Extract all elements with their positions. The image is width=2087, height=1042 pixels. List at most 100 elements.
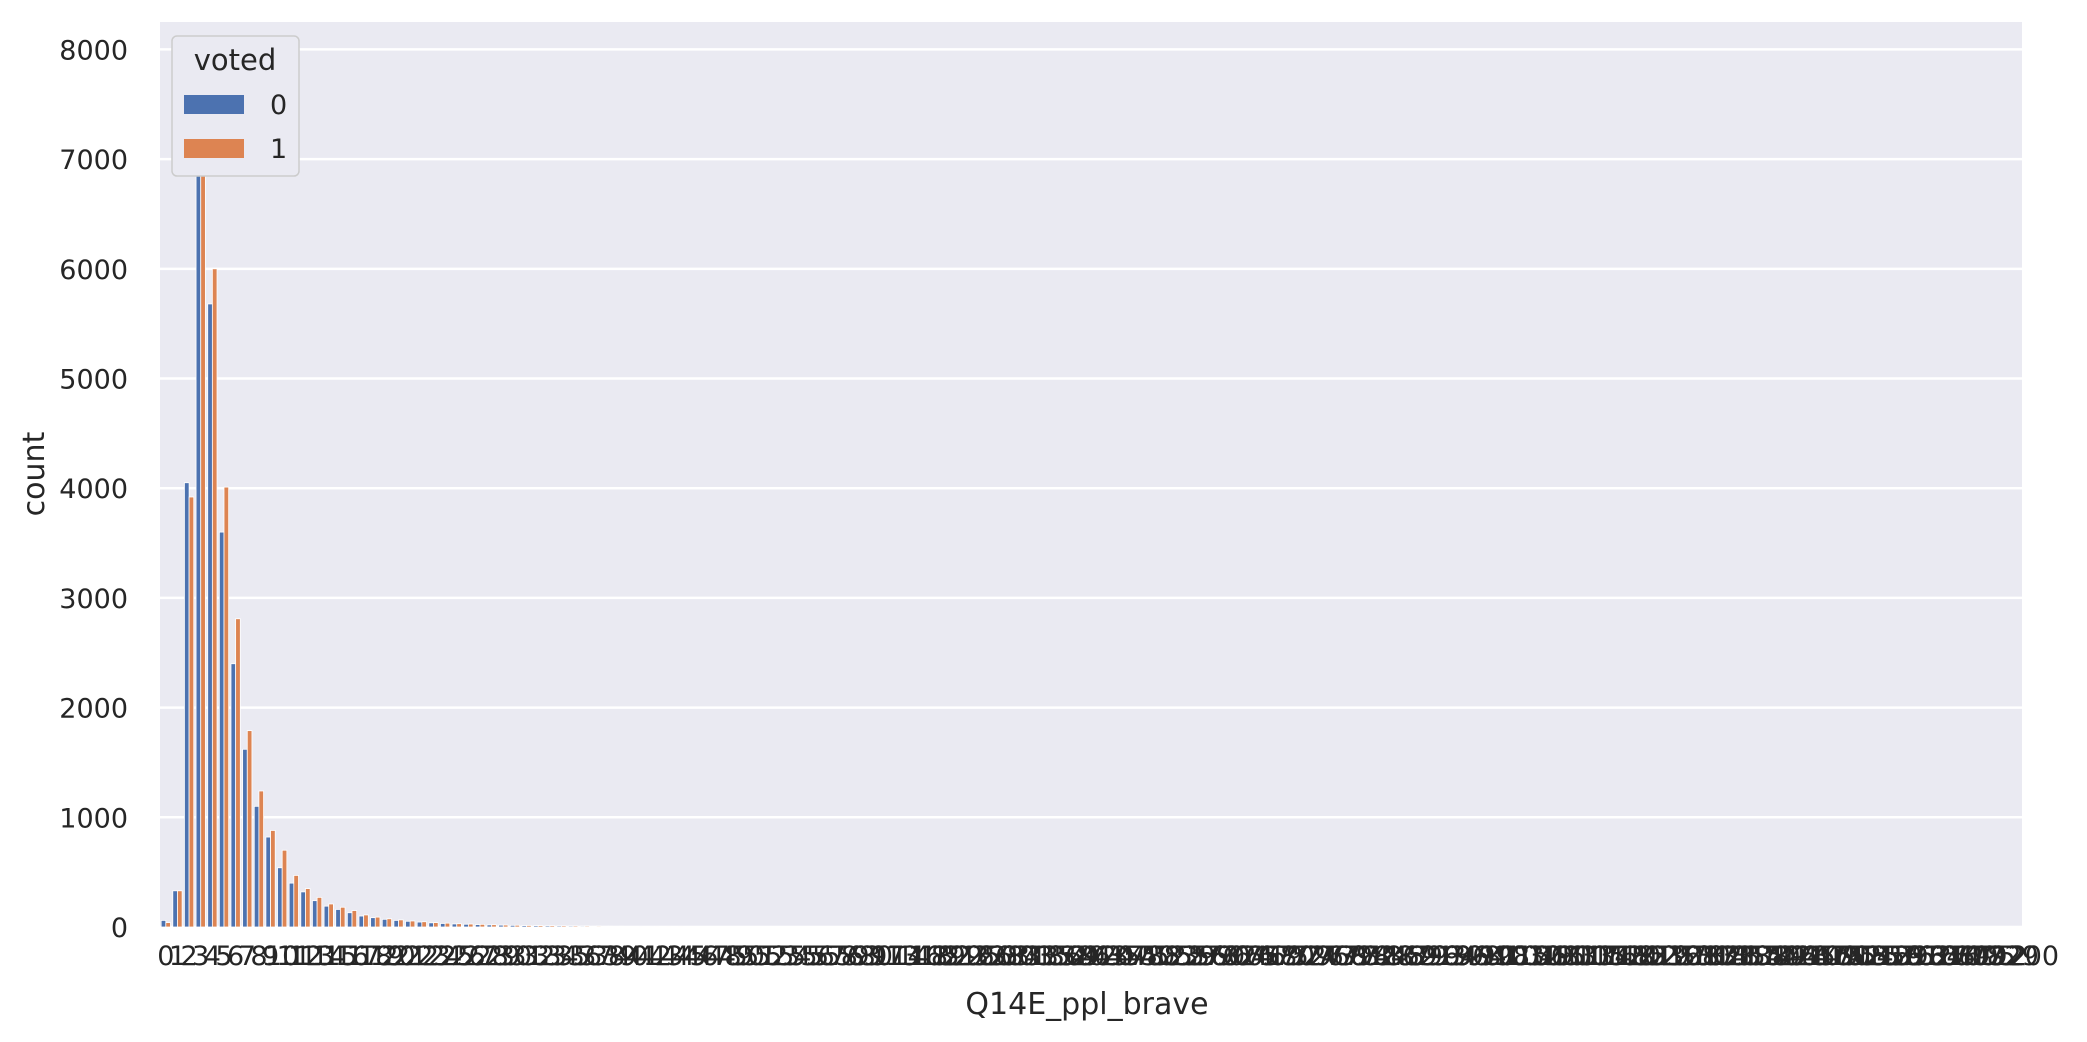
x-tick-label: 27: [463, 941, 497, 972]
x-tick-label: 80: [859, 941, 893, 972]
bar-series-1: [456, 923, 462, 928]
x-tick-label: 454: [1106, 941, 1158, 972]
x-tick-label: 1168: [1586, 941, 1655, 972]
bar-series-1: [305, 888, 311, 928]
x-tick-label: 24: [428, 941, 462, 972]
bar-series-0: [288, 882, 295, 928]
bar-series-1: [386, 918, 392, 928]
x-tick-label: 3: [192, 941, 209, 972]
bar-series-0: [428, 922, 434, 928]
x-tick-label: 709: [1281, 941, 1333, 972]
bar-series-0: [626, 925, 632, 928]
bar-series-1: [351, 910, 358, 928]
bar-series-1: [572, 925, 579, 928]
x-tick-label: 46: [684, 941, 718, 972]
x-tick-label: 1321: [1691, 941, 1760, 972]
bar-series-1: [677, 926, 683, 928]
x-tick-label: 199: [931, 941, 983, 972]
bar-series-0: [265, 836, 271, 928]
x-tick-label: 1423: [1761, 941, 1830, 972]
x-tick-label: 556: [1176, 941, 1228, 972]
x-tick-label: 811: [1350, 941, 1402, 972]
bar-series-1: [339, 906, 346, 928]
x-tick-label: 1015: [1481, 941, 1550, 972]
y-tick-label: 8000: [59, 35, 128, 66]
legend-label-0: 0: [270, 90, 287, 121]
bar-series-0: [521, 925, 527, 928]
x-tick-label: 539: [1164, 941, 1216, 972]
x-tick-label: 1270: [1656, 941, 1725, 972]
x-tick-label: 57: [812, 941, 846, 972]
x-tick-label: 777: [1327, 941, 1379, 972]
legend-label-1: 1: [270, 134, 287, 165]
x-tick-label: 39: [603, 941, 637, 972]
x-tick-label: 1: [169, 941, 186, 972]
y-tick-label: 7000: [59, 145, 128, 176]
x-tick-label: 1117: [1551, 941, 1620, 972]
x-tick-label: 6: [227, 941, 244, 972]
bar-series-0: [556, 925, 562, 928]
x-tick-label: 30: [498, 941, 532, 972]
legend-swatch-1: [184, 139, 244, 158]
bar-series-0: [218, 531, 225, 928]
x-tick-label: 930: [1432, 941, 1484, 972]
x-tick-label: 19: [370, 941, 404, 972]
x-tick-label: 165: [908, 941, 960, 972]
x-tick-label: 692: [1269, 941, 1321, 972]
bar-series-1: [596, 925, 602, 928]
x-tick-label: 335: [1024, 941, 1076, 972]
x-tick-label: 1355: [1714, 941, 1783, 972]
x-tick-label: 1644: [1912, 941, 1981, 972]
x-tick-label: 1576: [1865, 941, 1934, 972]
x-tick-label: 760: [1315, 941, 1367, 972]
x-tick-label: 52: [754, 941, 788, 972]
x-tick-label: 1678: [1935, 941, 2004, 972]
x-tick-label: 726: [1292, 941, 1344, 972]
x-tick-label: 1712: [1959, 941, 2028, 972]
bar-series-0: [184, 482, 190, 928]
bar-series-1: [537, 925, 544, 928]
bar-series-0: [416, 921, 423, 928]
x-tick-label: 10: [265, 941, 299, 972]
x-tick-label: 2: [181, 941, 198, 972]
x-tick-label: 49: [719, 941, 753, 972]
x-tick-label: 1627: [1900, 941, 1969, 972]
x-tick-label: 1338: [1703, 941, 1772, 972]
x-tick-label: 981: [1467, 941, 1519, 972]
x-tick-label: 1253: [1644, 941, 1713, 972]
x-tick-label: 97: [870, 941, 904, 972]
x-tick-label: 1542: [1842, 941, 1911, 972]
y-tick-label: 6000: [59, 255, 128, 286]
x-tick-label: 4: [204, 941, 221, 972]
bars: [160, 87, 858, 928]
x-tick-label: 1389: [1737, 941, 1806, 972]
x-tick-label: 33: [533, 941, 567, 972]
bar-series-1: [223, 486, 230, 928]
bar-series-0: [405, 920, 411, 928]
x-tick-label: 1134: [1563, 941, 1632, 972]
bar-series-1: [398, 919, 404, 928]
x-tick-label: 1066: [1516, 941, 1585, 972]
y-tick-label: 5000: [59, 365, 128, 396]
bar-series-1: [630, 925, 637, 928]
x-tick-label: 99200: [1973, 941, 2059, 972]
x-tick-label: 28: [474, 941, 508, 972]
x-tick-label: 21: [393, 941, 427, 972]
bar-series-0: [381, 918, 388, 928]
bar-series-1: [526, 925, 532, 928]
x-tick-label: 471: [1118, 941, 1170, 972]
bar-series-0: [230, 663, 237, 928]
x-tick-label: 11: [277, 941, 311, 972]
x-tick-label: 29: [486, 941, 520, 972]
x-tick-label: 43: [649, 941, 683, 972]
bar-series-0: [195, 125, 202, 928]
x-tick-label: 743: [1304, 941, 1356, 972]
x-tick-label: 1219: [1621, 941, 1690, 972]
bar-series-0: [160, 920, 167, 928]
bar-series-0: [277, 867, 283, 928]
bar-series-1: [165, 922, 171, 928]
bar-series-0: [486, 924, 493, 928]
bar-series-0: [579, 925, 586, 928]
bar-series-1: [281, 849, 288, 928]
bar-series-1: [270, 830, 276, 928]
